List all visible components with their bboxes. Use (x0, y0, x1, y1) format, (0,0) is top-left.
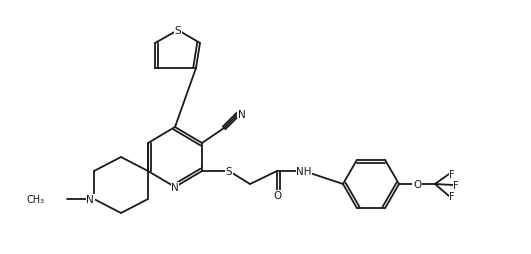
Text: N: N (86, 195, 94, 205)
Text: F: F (453, 181, 459, 191)
Text: F: F (449, 192, 455, 202)
Text: O: O (273, 191, 281, 201)
Text: N: N (171, 183, 179, 193)
Text: S: S (175, 26, 181, 36)
Text: O: O (413, 180, 421, 190)
Text: CH₃: CH₃ (27, 195, 45, 205)
Text: S: S (226, 167, 233, 177)
Text: N: N (238, 110, 246, 120)
Text: F: F (449, 170, 455, 180)
Text: NH: NH (296, 167, 312, 177)
